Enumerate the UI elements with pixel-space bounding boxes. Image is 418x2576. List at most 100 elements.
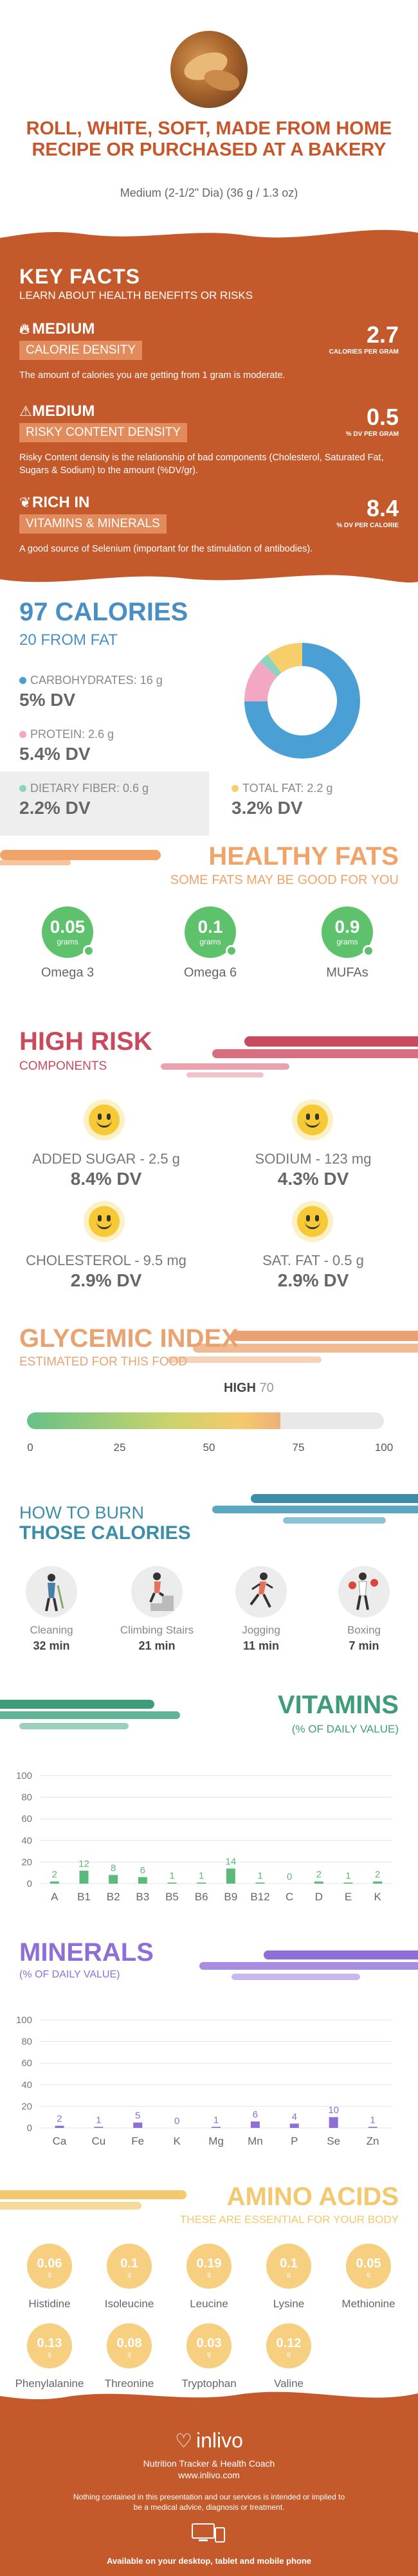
bar	[329, 2117, 338, 2128]
x-tick-label: Mn	[248, 2135, 263, 2147]
bar-value-label: 14	[225, 1856, 236, 1867]
fact-unit: CALORIES PER GRAM	[329, 348, 399, 356]
bar-value-label: 4	[292, 2111, 297, 2122]
amino-value: 0.1	[280, 2256, 298, 2271]
x-tick-label: Fe	[131, 2135, 144, 2147]
activity-cleaning: Cleaning 32 min	[3, 1624, 100, 1653]
macro-donut-chart	[244, 643, 360, 759]
activity-label: Boxing	[347, 1624, 381, 1636]
x-tick-label: Ca	[53, 2135, 67, 2147]
amino-label: Isoleucine	[104, 2298, 154, 2310]
wave-divider-bottom	[0, 575, 418, 592]
x-tick-label: B5	[165, 1891, 179, 1903]
warning-icon: ⚠︎	[19, 403, 32, 419]
high-risk-title: HIGH RISK	[19, 1027, 152, 1056]
header: ROLL, WHITE, SOFT, MADE FROM HOME RECIPE…	[0, 0, 418, 231]
amino-value: 0.1	[120, 2256, 138, 2271]
amino-label: Tryptophan	[181, 2377, 237, 2390]
bar	[79, 1870, 89, 1884]
macro-row-background	[0, 771, 209, 836]
risk-label: ADDED SUGAR - 2.5 g	[32, 1151, 180, 1167]
amino-label: Lysine	[273, 2298, 305, 2310]
amino-label: Histidine	[28, 2298, 71, 2310]
fat-label: Omega 3	[41, 966, 95, 980]
food-title: ROLL, WHITE, SOFT, MADE FROM HOME RECIPE…	[26, 118, 392, 160]
healthy-fats-title: HEALTHY FATS	[208, 842, 399, 870]
x-tick-label: K	[374, 1891, 381, 1903]
fact-tag: CALORIE DENSITY	[19, 341, 143, 360]
macro-fiber: DIETARY FIBER: 0.6 g 2.2% DV	[19, 782, 149, 818]
bar-value-label: 5	[135, 2111, 140, 2121]
brand-url[interactable]: www.inlivo.com	[178, 2470, 240, 2480]
fat-circle-omega3: 0.05 grams	[42, 906, 95, 958]
glycemic-value: 70	[259, 1381, 274, 1395]
bar	[212, 2127, 221, 2128]
bar	[94, 2127, 104, 2128]
macro-label: TOTAL FAT: 2.2 g	[242, 782, 333, 795]
footer: ♡ inlivo Nutrition Tracker & Health Coach…	[0, 2378, 418, 2576]
cleaning-icon	[26, 1566, 77, 1617]
bar-value-label: 1	[345, 1870, 350, 1881]
amino-value: 0.12	[276, 2336, 302, 2350]
y-tick-label: 60	[21, 2058, 32, 2069]
y-tick-label: 60	[21, 1814, 32, 1824]
burn-subtitle: THOSE CALORIES	[19, 1522, 191, 1544]
amino-label: Threonine	[104, 2377, 154, 2390]
amino-circle: 0.13 g	[27, 2323, 72, 2368]
bar	[255, 1882, 265, 1884]
fact-description: The amount of calories you are getting f…	[19, 370, 286, 381]
risk-label: SAT. FAT - 0.5 g	[262, 1252, 364, 1268]
x-tick-label: B6	[195, 1891, 208, 1903]
x-tick-label: E	[345, 1891, 352, 1903]
flame-icon: 🔥︎	[19, 321, 30, 337]
glycemic-level: HIGH 70	[224, 1381, 274, 1396]
amino-value: 0.03	[196, 2336, 222, 2350]
amino-unit: g	[48, 2271, 51, 2278]
amino-unit: g	[127, 2271, 131, 2278]
fat-label: MUFAs	[326, 966, 368, 980]
smiley-icon	[89, 1104, 120, 1135]
macro-label: DIETARY FIBER: 0.6 g	[30, 782, 149, 795]
glycemic-tick: 50	[203, 1441, 215, 1454]
decorative-stripes	[0, 1700, 180, 1729]
macro-dv: 3.2% DV	[232, 798, 303, 818]
vitamins-subtitle: (% OF DAILY VALUE)	[291, 1723, 399, 1735]
heart-icon: ♡	[175, 2431, 192, 2452]
risk-cholesterol: CHOLESTEROL - 9.5 mg 2.9% DV	[13, 1252, 199, 1291]
fact-value: 2.7	[366, 321, 399, 348]
x-tick-label: K	[173, 2135, 181, 2147]
bar-value-label: 1	[96, 2114, 101, 2125]
amino-unit: g	[287, 2271, 291, 2278]
donut-slice	[244, 643, 360, 759]
amino-circle: 0.08 g	[107, 2323, 152, 2368]
fact-value: 8.4	[366, 495, 399, 521]
glycemic-tick: 0	[27, 1441, 33, 1454]
bar-value-label: 1	[199, 1870, 204, 1881]
bar-value-label: 1	[257, 1870, 262, 1881]
risk-dv: 8.4% DV	[70, 1169, 142, 1189]
fact-description: A good source of Selenium (important for…	[19, 544, 313, 554]
activity-stairs: Climbing Stairs 21 min	[109, 1624, 205, 1653]
decorative-stripes	[199, 1950, 418, 1980]
minerals-subtitle: (% OF DAILY VALUE)	[19, 1969, 120, 1980]
fat-circle-mufas: 0.9 grams	[322, 906, 374, 958]
amino-value: 0.05	[356, 2256, 381, 2271]
macro-dv: 2.2% DV	[19, 798, 91, 818]
amino-subtitle: THESE ARE ESSENTIAL FOR YOUR BODY	[179, 2213, 399, 2226]
x-tick-label: Se	[327, 2135, 340, 2147]
fat-circle-omega6: 0.1 grams	[185, 906, 237, 958]
calories-total: 97 CALORIES	[19, 598, 188, 626]
minerals-title: MINERALS	[19, 1938, 154, 1967]
fat-unit: grams	[336, 937, 358, 946]
risk-label: CHOLESTEROL - 9.5 mg	[26, 1252, 186, 1268]
bar	[314, 1881, 323, 1884]
bar	[50, 1881, 59, 1884]
bar-value-label: 6	[253, 2109, 258, 2120]
bar	[289, 2123, 299, 2128]
bar	[250, 2121, 260, 2128]
stairs-icon	[131, 1566, 183, 1617]
amino-value: 0.13	[37, 2336, 62, 2350]
x-tick-label: P	[291, 2135, 298, 2147]
x-tick-label: B2	[107, 1891, 120, 1903]
x-tick-label: Zn	[367, 2135, 379, 2147]
